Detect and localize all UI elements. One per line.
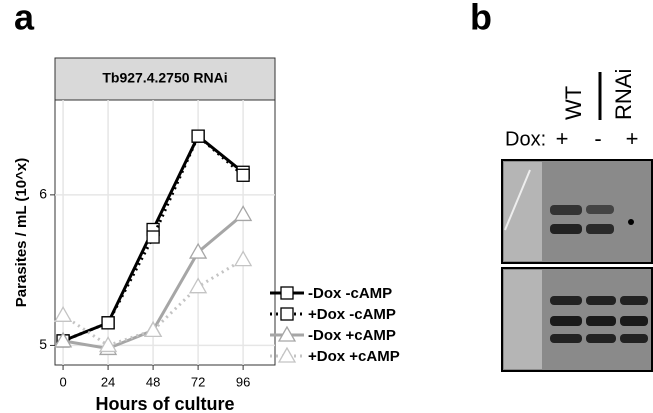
legend-label: -Dox -cAMP xyxy=(308,285,392,302)
band xyxy=(550,316,582,326)
data-point xyxy=(53,306,73,322)
band xyxy=(550,224,582,234)
x-tick-label: 72 xyxy=(191,374,205,389)
y-tick-label: 6 xyxy=(39,186,47,202)
lane-label: + xyxy=(626,126,639,151)
legend-label: +Dox -cAMP xyxy=(308,306,396,323)
legend-marker xyxy=(280,286,294,300)
data-point xyxy=(146,230,160,244)
spot xyxy=(628,219,634,225)
chart-title: Tb927.4.2750 RNAi xyxy=(102,70,227,86)
y-axis-label: Parasites / mL (10^x) xyxy=(13,158,30,307)
column-label: WT xyxy=(561,86,586,120)
ruler-mark xyxy=(504,169,531,231)
band xyxy=(550,296,582,305)
band xyxy=(586,296,616,305)
gel: WT RNAi Dox: + - + xyxy=(501,69,653,372)
data-point xyxy=(233,205,253,222)
legend-marker xyxy=(277,325,297,342)
panel-label: a xyxy=(14,0,35,38)
band xyxy=(586,205,614,214)
band xyxy=(586,316,616,326)
column-label: RNAi xyxy=(611,69,636,120)
x-tick-label: 0 xyxy=(59,374,66,389)
ruler xyxy=(504,162,542,261)
data-point xyxy=(236,168,250,182)
band xyxy=(620,334,648,343)
band xyxy=(620,296,648,305)
y-tick-label: 5 xyxy=(39,336,47,352)
band xyxy=(550,205,582,215)
band xyxy=(620,316,648,326)
band xyxy=(586,224,614,234)
x-tick-label: 96 xyxy=(236,374,250,389)
lane-label: - xyxy=(594,126,601,151)
legend-marker xyxy=(277,346,297,363)
legend-label: +Dox +cAMP xyxy=(308,348,400,365)
legend-label: -Dox +cAMP xyxy=(308,327,396,344)
legend-marker xyxy=(280,307,294,321)
band xyxy=(550,334,582,343)
data-point xyxy=(143,321,163,338)
data-point xyxy=(188,277,208,294)
x-tick-label: 48 xyxy=(146,374,160,389)
series-line xyxy=(62,258,244,348)
data-point xyxy=(53,331,73,348)
data-point xyxy=(101,316,115,330)
data-point xyxy=(191,129,205,143)
x-tick-label: 24 xyxy=(101,374,115,389)
ruler xyxy=(504,270,542,369)
strip xyxy=(54,57,276,101)
lane-label: + xyxy=(556,126,569,151)
plot-area xyxy=(54,99,276,366)
data-point xyxy=(188,242,208,259)
data-point xyxy=(233,250,253,267)
x-axis-label: Hours of culture xyxy=(95,394,234,413)
row-label: Dox: xyxy=(505,128,546,150)
panel-label: b xyxy=(470,0,492,38)
data-point xyxy=(98,336,118,353)
band xyxy=(586,334,616,343)
